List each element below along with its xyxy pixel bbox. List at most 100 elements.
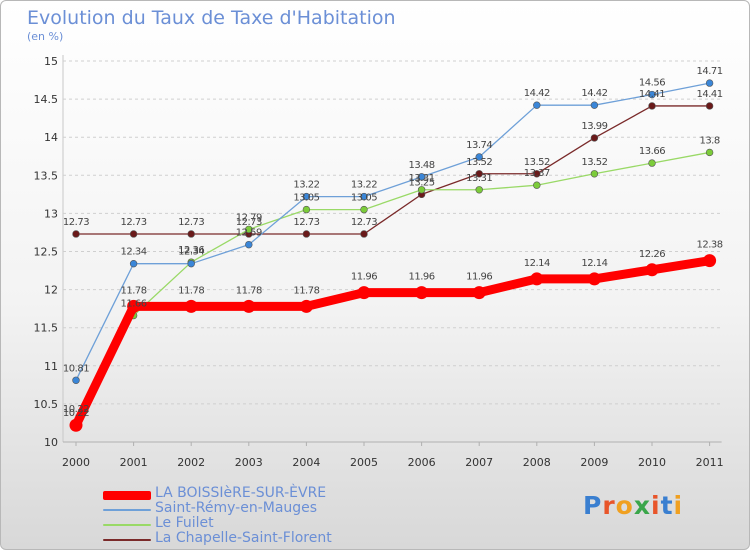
- legend-label: Le Fuilet: [155, 515, 214, 531]
- data-label: 12.73: [121, 217, 147, 228]
- data-point: [302, 230, 311, 238]
- legend-item: Le Fuilet: [103, 515, 363, 532]
- data-label: 13.74: [466, 140, 492, 151]
- data-label: 12.59: [236, 228, 262, 239]
- data-point: [472, 286, 486, 300]
- y-tick-label: 11: [44, 360, 58, 373]
- data-label: 10.22: [63, 408, 89, 419]
- legend-label: La Chapelle-Saint-Florent: [155, 530, 332, 546]
- y-tick-label: 14: [44, 131, 58, 144]
- data-point: [72, 230, 80, 238]
- data-point: [245, 240, 253, 249]
- data-label: 13.66: [639, 146, 665, 157]
- data-point: [129, 230, 138, 238]
- data-point: [184, 299, 198, 313]
- data-label: 13.52: [524, 157, 550, 168]
- data-label: 14.42: [524, 88, 550, 99]
- data-label: 12.73: [236, 217, 262, 228]
- data-label: 12.14: [524, 258, 550, 269]
- y-tick-label: 14.5: [34, 93, 59, 106]
- legend-label: Saint-Rémy-en-Mauges: [155, 500, 318, 516]
- data-label: 13.31: [409, 173, 435, 184]
- proxiti-logo: Proxiti: [583, 491, 684, 520]
- data-point: [302, 192, 311, 201]
- data-label: 14.71: [697, 66, 723, 77]
- data-point: [648, 90, 656, 99]
- data-label: 12.14: [581, 258, 607, 269]
- data-label: 12.73: [178, 217, 204, 228]
- data-label: 13.22: [351, 180, 377, 191]
- y-tick-label: 13.5: [34, 169, 59, 182]
- data-point: [187, 259, 195, 268]
- data-label: 11.78: [178, 285, 204, 296]
- data-point: [417, 186, 426, 194]
- data-point: [648, 102, 656, 110]
- data-label: 14.41: [697, 89, 723, 100]
- data-label: 13.22: [293, 180, 319, 191]
- y-tick-label: 12: [44, 284, 58, 297]
- data-point: [705, 102, 714, 110]
- data-label: 11.66: [121, 299, 147, 310]
- data-label: 13.37: [524, 168, 550, 179]
- y-tick-label: 12.5: [34, 246, 59, 259]
- data-label: 12.34: [178, 247, 204, 258]
- legend-label: LA BOISSIèRE-SUR-ÈVRE: [155, 485, 327, 501]
- data-point: [127, 299, 141, 313]
- data-point: [590, 101, 599, 109]
- data-point: [590, 134, 599, 142]
- data-point: [587, 272, 601, 286]
- x-tick-label: 2000: [62, 456, 90, 469]
- legend-swatch: [103, 524, 151, 526]
- data-point: [242, 299, 256, 313]
- data-label: 11.96: [409, 272, 435, 283]
- data-point: [533, 181, 541, 189]
- data-point: [360, 192, 368, 201]
- data-label: 12.38: [697, 240, 723, 251]
- chart-title: Evolution du Taux de Taxe d'Habitation: [27, 7, 396, 29]
- data-point: [533, 101, 541, 109]
- x-tick-label: 2004: [292, 456, 320, 469]
- data-point: [357, 286, 371, 300]
- legend-swatch: [103, 539, 151, 541]
- data-label: 13.25: [409, 177, 435, 188]
- y-tick-label: 15: [44, 55, 58, 68]
- y-tick-label: 13: [44, 207, 58, 220]
- legend-item: Saint-Rémy-en-Mauges: [103, 500, 363, 517]
- data-point: [705, 148, 714, 157]
- x-tick-label: 2003: [235, 456, 263, 469]
- data-label: 13.99: [581, 121, 607, 132]
- y-tick-label: 10: [44, 436, 58, 449]
- legend-item: LA BOISSIèRE-SUR-ÈVRE: [103, 485, 363, 502]
- chart-legend: LA BOISSIèRE-SUR-ÈVRE Saint-Rémy-en-Mauge…: [103, 485, 363, 547]
- data-point: [533, 170, 541, 178]
- data-point: [703, 254, 717, 268]
- data-label: 11.78: [121, 285, 147, 296]
- data-point: [530, 272, 544, 286]
- data-point: [129, 259, 138, 268]
- y-tick-label: 11.5: [34, 322, 59, 335]
- data-point: [475, 153, 483, 161]
- data-label: 11.78: [236, 285, 262, 296]
- data-label: 14.42: [581, 88, 607, 99]
- x-tick-label: 2011: [696, 456, 724, 469]
- data-label: 10.22: [63, 404, 89, 415]
- data-label: 13.8: [699, 135, 719, 146]
- x-tick-label: 2005: [350, 456, 378, 469]
- data-label: 12.34: [121, 247, 147, 258]
- data-label: 13.52: [581, 157, 607, 168]
- data-point: [417, 173, 426, 181]
- data-label: 13.48: [409, 160, 435, 171]
- data-point: [299, 299, 313, 313]
- data-label: 12.79: [236, 212, 262, 223]
- data-label: 10.81: [63, 363, 89, 374]
- legend-swatch: [103, 491, 151, 500]
- data-label: 11.96: [466, 272, 492, 283]
- data-point: [645, 263, 659, 277]
- data-point: [475, 170, 483, 178]
- data-label: 14.41: [639, 89, 665, 100]
- data-label: 12.73: [351, 217, 377, 228]
- data-point: [302, 205, 311, 214]
- data-label: 12.73: [63, 217, 89, 228]
